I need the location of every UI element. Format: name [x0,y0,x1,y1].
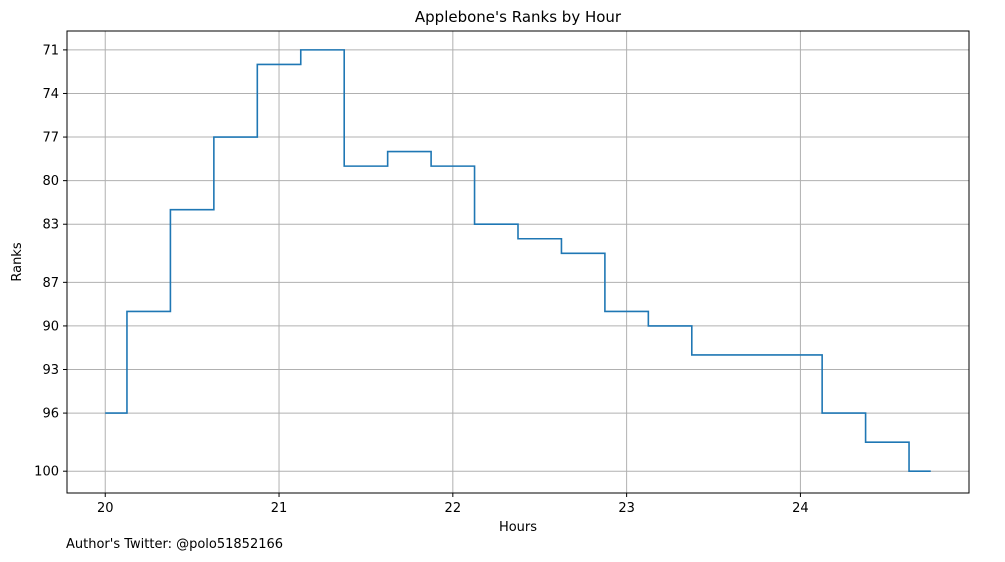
y-tick-label: 96 [42,407,59,422]
y-tick-label: 93 [42,363,59,378]
x-tick-label: 24 [792,501,809,516]
y-tick-label: 77 [42,131,59,146]
y-tick-label: 100 [34,465,59,480]
author-twitter-note: Author's Twitter: @polo51852166 [66,537,284,552]
rank-step-line [105,49,931,473]
y-tick-label: 90 [42,319,59,334]
x-tick-label: 21 [271,501,288,516]
y-tick-label: 80 [42,174,59,189]
plot-frame [66,30,970,494]
series-layer [105,49,931,473]
y-tick-label: 71 [42,43,59,58]
x-tick-label: 22 [445,501,462,516]
ticks: 20 21 22 23 24 71 74 77 80 83 87 90 93 96 100 [34,43,809,516]
grid [67,31,969,493]
x-tick-label: 20 [97,501,114,516]
x-axis-label: Hours [499,520,537,535]
y-tick-label: 74 [42,87,59,102]
x-tick-label: 23 [618,501,635,516]
y-tick-label: 87 [42,276,59,291]
chart-title: Applebone's Ranks by Hour [415,8,622,26]
y-axis-label: Ranks [10,242,25,281]
y-tick-label: 83 [42,218,59,233]
